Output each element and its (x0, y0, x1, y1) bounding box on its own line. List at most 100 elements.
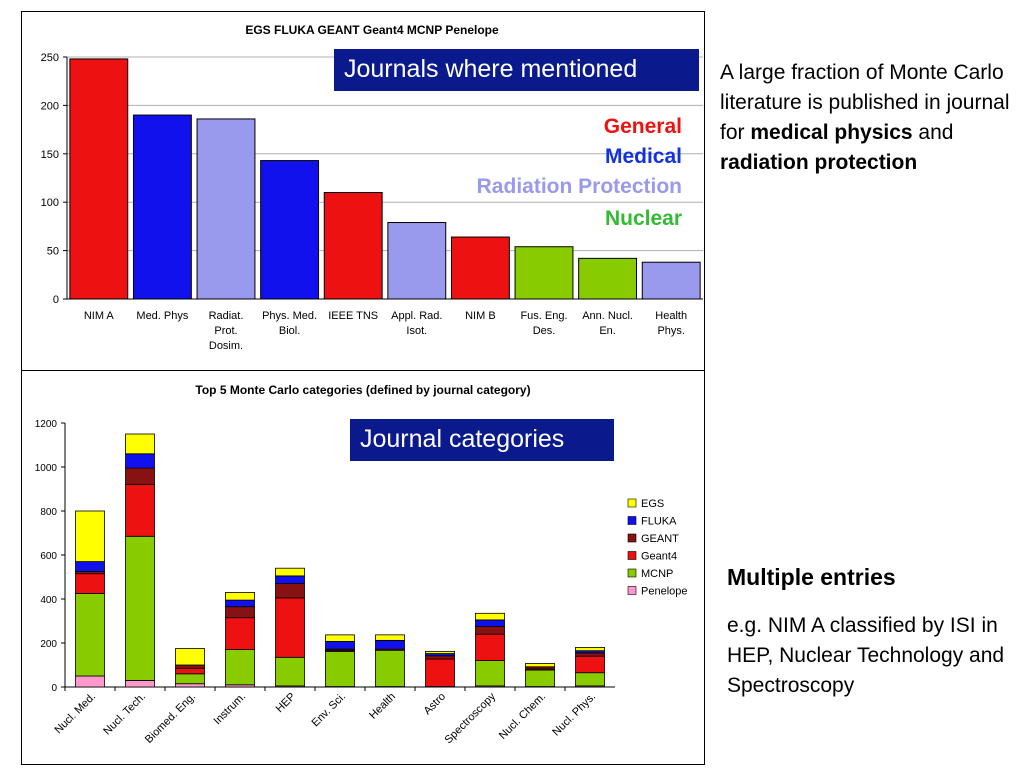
x-tick-label: HEP (274, 691, 298, 715)
stack-segment (175, 664, 205, 669)
stack-segment (575, 672, 605, 687)
y-tick-label: 150 (41, 149, 59, 161)
x-tick-label: Instrum. (212, 691, 249, 728)
stack-segment (375, 649, 405, 687)
y-tick-label: 250 (41, 52, 59, 64)
stack-segment (125, 433, 155, 455)
journals-overlay-label: Journals where mentioned (334, 49, 699, 91)
journals-bar-chart: EGS FLUKA GEANT Geant4 MCNP Penelope 0 50 1… (41, 23, 703, 352)
legend-label: GEANT (641, 533, 679, 545)
legend-word-radiation-protection: Radiation Protection (476, 175, 682, 198)
stack-segment (225, 617, 255, 650)
multiple-entries-note: e.g. NIM A classified by ISI in HEP, Nuc… (727, 614, 1005, 697)
y-tick-label: 200 (40, 639, 57, 650)
bar (260, 160, 320, 300)
y-tick-label: 200 (41, 100, 59, 112)
stack-segment (225, 591, 255, 601)
bar (323, 192, 383, 300)
side-note-literature: A large fraction of Monte Carlo literatu… (720, 58, 1020, 178)
bar (514, 246, 574, 300)
x-tick-label: Spectroscopy (443, 690, 499, 746)
legend-swatch (627, 533, 637, 543)
bar (196, 118, 256, 300)
legend-swatch (627, 498, 637, 508)
x-tick-label: Fus. Eng. (520, 310, 567, 322)
x-tick-label: Ann. Nucl. (582, 310, 633, 322)
y-tick-label: 0 (51, 683, 57, 694)
stack-segment (325, 634, 355, 642)
stack-segment (325, 641, 355, 650)
categories-stacked-bar-chart: Top 5 Monte Carlo categories (defined by… (35, 383, 688, 746)
bar (450, 236, 510, 300)
stack-segment (425, 650, 455, 654)
stack-segment (225, 649, 255, 686)
legend-word-medical: Medical (604, 145, 682, 168)
x-tick-label: Appl. Rad. (391, 310, 442, 322)
stack-segment (225, 606, 255, 619)
stack-segment (425, 655, 455, 660)
x-tick-label: Dosim. (209, 340, 243, 352)
legend-label: EGS (641, 498, 664, 510)
x-tick-label: Health (367, 691, 398, 722)
y-tick-label: 600 (40, 551, 57, 562)
x-tick-label: En. (599, 325, 616, 337)
stack-segment (125, 535, 155, 681)
stack-segment (275, 583, 305, 599)
bar (641, 261, 701, 300)
stack-segment (325, 650, 355, 687)
stack-segment (475, 619, 505, 627)
stack-segment (375, 639, 405, 650)
y-tick-label: 0 (53, 294, 59, 306)
x-tick-label: Prot. (214, 325, 237, 337)
bar (132, 114, 192, 300)
stack-segment (175, 667, 205, 675)
legend-label: MCNP (641, 568, 673, 580)
x-tick-label: Radiat. (209, 310, 244, 322)
y-tick-label: 400 (40, 595, 57, 606)
x-tick-label: NIM B (465, 310, 496, 322)
stack-segment (175, 648, 205, 666)
x-tick-label: Health (655, 310, 687, 322)
x-tick-label: Des. (533, 325, 556, 337)
x-tick-label: Nucl. Tech. (101, 691, 148, 738)
x-tick-label: Isot. (406, 325, 427, 337)
chart-title: EGS FLUKA GEANT Geant4 MCNP Penelope (245, 23, 499, 37)
y-tick-label: 1200 (35, 419, 58, 430)
stack-segment (125, 467, 155, 485)
legend-swatch (627, 551, 637, 560)
bar (578, 257, 638, 300)
x-tick-label: Biomed. Eng. (143, 691, 198, 746)
y-tick-label: 50 (47, 246, 59, 258)
legend-label: FLUKA (641, 516, 677, 528)
x-tick-label: Med. Phys (136, 310, 188, 322)
legend-label: Geant4 (641, 551, 677, 563)
chart-title: Top 5 Monte Carlo categories (defined by… (195, 383, 530, 397)
x-tick-label: Biol. (279, 325, 300, 337)
stack-segment (275, 575, 305, 584)
multiple-entries-heading: Multiple entries (727, 564, 896, 590)
legend-swatch (627, 586, 637, 595)
legend-swatch (627, 568, 637, 578)
x-tick-label: Nucl. Phys. (550, 691, 598, 739)
stack-segment (475, 633, 505, 662)
stack-segment (75, 573, 105, 594)
stack-segment (575, 652, 605, 657)
stack-segment (75, 593, 105, 677)
bar (69, 58, 129, 300)
legend-swatch (627, 516, 637, 525)
x-tick-label: Phys. Med. (262, 310, 317, 322)
stack-segment (575, 646, 605, 652)
categories-chart-panel: Top 5 Monte Carlo categories (defined by… (21, 370, 705, 765)
x-tick-label: Astro (421, 691, 448, 718)
bar (387, 222, 447, 300)
stack-segment (175, 673, 205, 685)
x-tick-label: NIM A (84, 310, 115, 322)
categories-overlay-label: Journal categories (350, 419, 614, 461)
side-note-text-a: A large fraction of Monte Carlo literatu… (720, 61, 1010, 144)
stack-segment (275, 597, 305, 658)
legend-word-general: General (603, 115, 682, 138)
x-tick-label: IEEE TNS (328, 310, 378, 322)
stack-segment (475, 626, 505, 635)
journals-chart-panel: EGS FLUKA GEANT Geant4 MCNP Penelope 0 50 1… (21, 11, 705, 371)
stack-segment (475, 612, 505, 621)
